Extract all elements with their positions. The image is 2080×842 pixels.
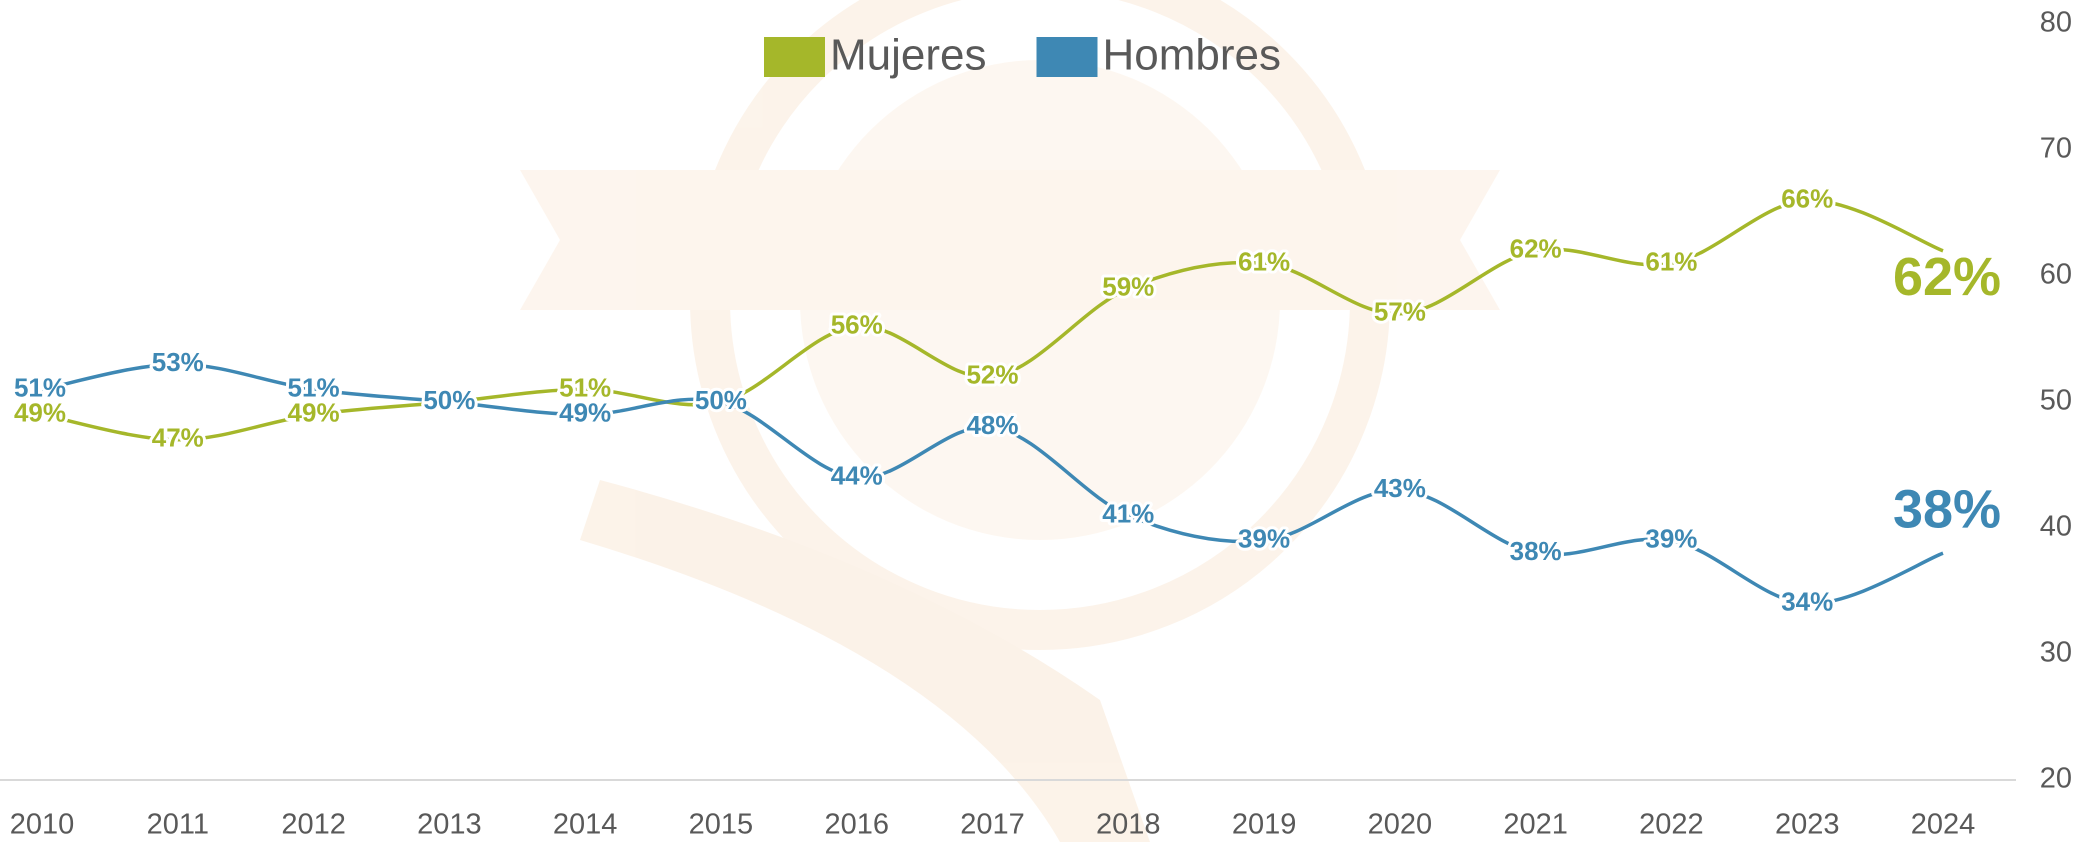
chart: 20 30 40 50 60 70 80 2010 2011 2012 2013 2014 2015 20… [0, 0, 2080, 842]
data-label: 39% [1238, 523, 1290, 553]
data-label: 49% [559, 397, 611, 427]
x-tick-label: 2013 [417, 809, 482, 841]
x-tick-label: 2014 [553, 809, 618, 841]
y-tick-label: 60 [2040, 259, 2072, 291]
data-label: 44% [831, 460, 883, 490]
y-tick-label: 30 [2040, 637, 2072, 669]
data-label: 51% [14, 372, 66, 402]
data-label: 59% [1102, 271, 1154, 301]
y-tick-label: 70 [2040, 133, 2072, 165]
data-label: 38% [1893, 479, 2001, 539]
x-tick-label: 2010 [10, 809, 75, 841]
data-label: 62% [1893, 247, 2001, 307]
x-tick-label: 2018 [1096, 809, 1161, 841]
x-tick-label: 2023 [1775, 809, 1840, 841]
data-label: 61% [1238, 246, 1290, 276]
data-label: 57% [1374, 297, 1426, 327]
data-label: 50% [423, 385, 475, 415]
data-label: 62% [1510, 234, 1562, 264]
data-label: 53% [152, 347, 204, 377]
data-label: 38% [1510, 536, 1562, 566]
y-tick-label: 50 [2040, 385, 2072, 417]
data-label: 41% [1102, 498, 1154, 528]
data-label: 34% [1781, 586, 1833, 616]
data-label: 66% [1781, 183, 1833, 213]
x-tick-label: 2024 [1911, 809, 1976, 841]
x-tick-label: 2019 [1232, 809, 1297, 841]
data-label: 61% [1645, 246, 1697, 276]
data-label: 50% [695, 385, 747, 415]
y-tick-label: 20 [2040, 763, 2072, 795]
y-tick-label: 40 [2040, 511, 2072, 543]
x-tick-label: 2012 [281, 809, 346, 841]
x-tick-label: 2020 [1368, 809, 1433, 841]
data-label: 47% [152, 423, 204, 453]
x-tick-label: 2016 [824, 809, 889, 841]
data-label: 43% [1374, 473, 1426, 503]
x-tick-label: 2017 [960, 809, 1025, 841]
data-label: 48% [966, 410, 1018, 440]
y-tick-label: 80 [2040, 7, 2072, 39]
data-label: 56% [831, 309, 883, 339]
x-tick-label: 2021 [1503, 809, 1568, 841]
x-tick-label: 2011 [147, 809, 209, 841]
legend-swatch [1037, 37, 1098, 77]
x-tick-label: 2015 [689, 809, 754, 841]
x-tick-label: 2022 [1639, 809, 1704, 841]
data-label: 52% [966, 360, 1018, 390]
legend-label: Mujeres [830, 31, 987, 80]
data-label: 51% [288, 372, 340, 402]
legend-label: Hombres [1103, 31, 1282, 80]
legend-swatch [764, 37, 825, 77]
data-label: 39% [1645, 523, 1697, 553]
